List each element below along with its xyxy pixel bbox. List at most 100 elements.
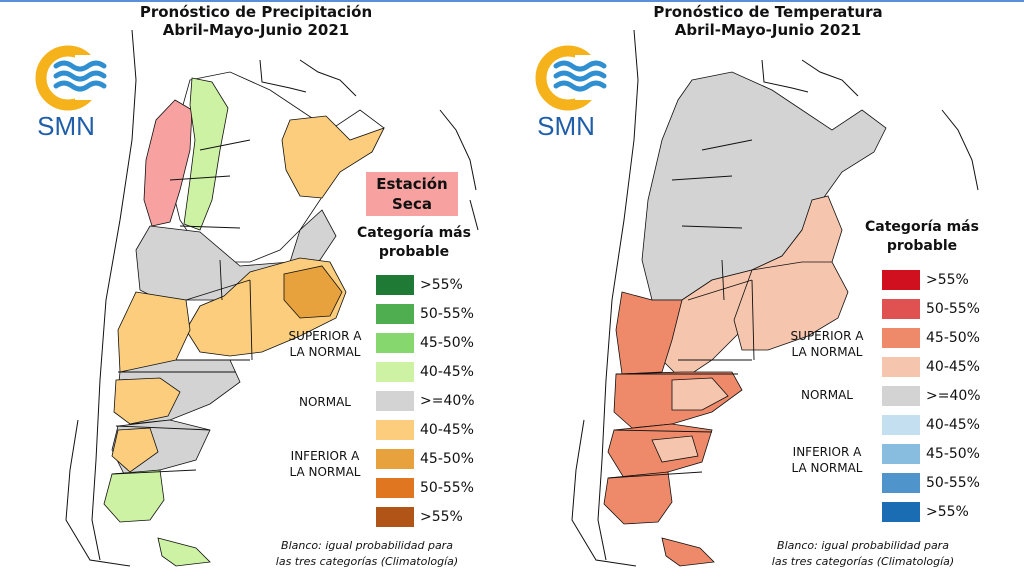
legend-title-line1: Categoría más [357,225,471,241]
temperature-title-line1: Pronóstico de Temperatura [653,3,883,21]
temperature-legend-title: Categoría más probable [852,218,992,256]
temperature-map [571,29,979,567]
legend-swatch [376,449,414,469]
legend-swatch [882,299,920,319]
note-line2: las tres categorías (Climatología) [771,555,955,568]
precipitation-map [65,29,479,567]
legend-label: 50-55% [926,475,980,491]
region-south [603,471,673,525]
legend-label: >55% [420,509,463,525]
legend-label: 50-55% [926,301,980,317]
legend-label: 45-50% [926,446,980,462]
legend-swatch [882,444,920,464]
argentina-map [103,71,385,567]
province-borders [607,139,755,479]
legend-label: 40-45% [420,422,474,438]
cat-inferior-line2: LA NORMAL [289,465,361,479]
legend-label: >=40% [926,388,981,404]
precipitation-title: Pronóstico de Precipitación Abril-Mayo-J… [0,3,512,39]
legend-swatch [882,502,920,522]
region-south-green [103,469,165,523]
cat-superior-line1: SUPERIOR A [288,329,362,343]
legend-swatch [882,415,920,435]
region-tierra-del-fuego [157,537,211,567]
dry-season-line1: Estación [376,175,448,193]
region-north-green [183,77,229,231]
logo-waves-icon [53,60,107,92]
cat-inferior-line1: INFERIOR A [792,445,862,459]
precipitation-note: Blanco: igual probabilidad para las tres… [262,538,472,570]
neighbor-borders [65,29,479,567]
legend-swatch [376,478,414,498]
legend-label: 45-50% [926,330,980,346]
region-ne-orange [281,115,385,199]
legend-label: 40-45% [926,417,980,433]
region-patagonia-south-light [651,435,699,463]
precipitation-legend-title: Categoría más probable [344,224,484,262]
dry-season-box: Estación Seca [366,172,458,216]
note-line2: las tres categorías (Climatología) [275,555,459,568]
legend-swatch [882,357,920,377]
cat-superior-line2: LA NORMAL [791,345,863,359]
legend-label: 40-45% [420,364,474,380]
temperature-note: Blanco: igual probabilidad para las tres… [758,538,968,570]
temperature-cat-superior: SUPERIOR A LA NORMAL [782,328,872,360]
region-buenos-aires-light [733,261,849,351]
cat-superior-line1: SUPERIOR A [790,329,864,343]
precipitation-title-line1: Pronóstico de Precipitación [139,3,373,21]
region-west-mid [615,291,683,375]
legend-label: >=40% [420,393,475,409]
legend-label: 45-50% [420,451,474,467]
precipitation-cat-superior: SUPERIOR A LA NORMAL [280,328,370,360]
legend-title-line2: probable [378,244,450,260]
top-border [0,0,1024,2]
logo-text: SMN [537,111,595,141]
dry-season-line2: Seca [392,195,432,213]
temperature-cat-normal: NORMAL [800,388,853,402]
legend-swatch [882,328,920,348]
legend-label: >55% [926,272,969,288]
legend-swatch [882,270,920,290]
legend-label: 50-55% [420,306,474,322]
region-dry [143,99,193,227]
smn-logo: SMN [535,45,615,141]
legend-swatch [376,275,414,295]
cat-inferior-line2: LA NORMAL [791,461,863,475]
legend-swatch [376,507,414,527]
legend-label: 50-55% [420,480,474,496]
region-tierra-del-fuego [661,537,715,567]
temperature-cat-inferior: INFERIOR A LA NORMAL [782,444,872,476]
legend-swatch [376,420,414,440]
note-line1: Blanco: igual probabilidad para [281,539,453,552]
temperature-title: Pronóstico de Temperatura Abril-Mayo-Jun… [512,3,1024,39]
neighbor-borders [571,29,979,567]
note-line1: Blanco: igual probabilidad para [777,539,949,552]
legend-swatch [376,391,414,411]
region-patagonia-orange [113,377,181,425]
legend-swatch [882,473,920,493]
region-patagonia-light [671,377,729,411]
precipitation-cat-normal: NORMAL [298,395,351,409]
legend-label: >55% [420,277,463,293]
precipitation-panel: Pronóstico de Precipitación Abril-Mayo-J… [0,3,512,570]
legend-swatch [376,362,414,382]
legend-swatch [376,304,414,324]
cat-inferior-line1: INFERIOR A [290,449,360,463]
legend-swatch [376,333,414,353]
province-borders [111,139,253,475]
precipitation-title-line2: Abril-Mayo-Junio 2021 [162,21,350,39]
temperature-title-line2: Abril-Mayo-Junio 2021 [674,21,862,39]
cat-superior-line2: LA NORMAL [289,345,361,359]
region-patagonia-south-orange [111,427,159,473]
logo-text: SMN [37,111,95,141]
legend-title-line1: Categoría más [865,219,979,235]
precipitation-cat-inferior: INFERIOR A LA NORMAL [280,448,370,480]
legend-label: 40-45% [926,359,980,375]
region-pampas-darkorange [283,265,343,319]
temperature-panel: Pronóstico de Temperatura Abril-Mayo-Jun… [512,0,1024,582]
legend-label: >55% [926,504,969,520]
legend-swatch [882,386,920,406]
logo-waves-icon [553,60,607,92]
argentina-map [603,71,887,567]
legend-title-line2: probable [886,238,958,254]
